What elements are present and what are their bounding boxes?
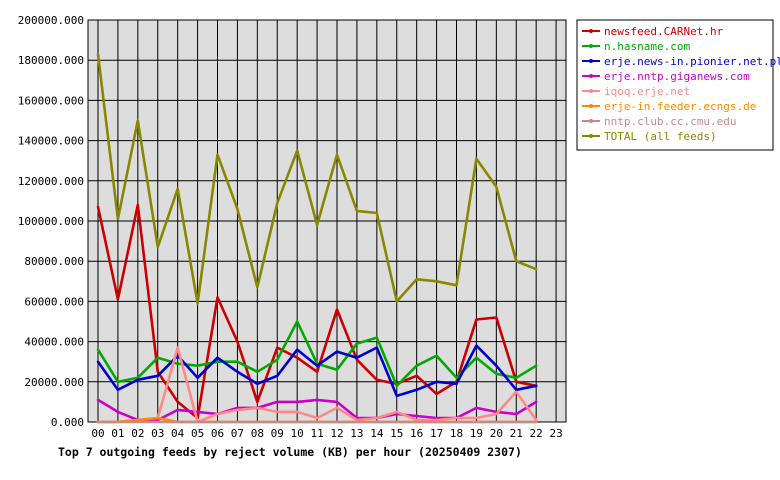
- legend-label-1: n.hasname.com: [604, 40, 690, 53]
- x-tick-label: 05: [191, 427, 204, 440]
- legend: newsfeed.CARNet.hr n.hasname.com erje.news…: [576, 19, 780, 151]
- series-line-2: [96, 344, 538, 398]
- legend-marker-4: [589, 89, 593, 93]
- x-tick-label: 03: [151, 427, 164, 440]
- x-tick-label: 21: [510, 427, 523, 440]
- x-tick-label: 17: [430, 427, 443, 440]
- x-tick-label: 18: [450, 427, 463, 440]
- series-line-3: [96, 398, 538, 422]
- x-tick-label: 04: [171, 427, 185, 440]
- legend-marker-1: [589, 44, 593, 48]
- x-tick-label: 16: [410, 427, 423, 440]
- legend-label-2: erje.news-in.pionier.net.pl: [604, 55, 780, 68]
- legend-label-5: erje-in.feeder.ecngs.de: [604, 100, 756, 113]
- x-tick-label: 13: [350, 427, 363, 440]
- x-tick-label: 08: [251, 427, 264, 440]
- legend-marker-2: [589, 59, 593, 63]
- y-tick-label: 140000.000: [18, 135, 84, 148]
- legend-marker-3: [589, 74, 593, 78]
- series-line-0: [96, 203, 538, 420]
- series-layer: [96, 52, 538, 424]
- grid-layer: [88, 20, 566, 422]
- x-tick-label: 00: [91, 427, 104, 440]
- legend-label-6: nntp.club.cc.cmu.edu: [604, 115, 736, 128]
- y-tick-label: 20000.000: [24, 376, 84, 389]
- x-tick-label: 14: [370, 427, 384, 440]
- x-axis-ticks: 00 01 02 03 04 05 06 07 08 09 10 11 12 13 14 15 16 17 18 19…: [91, 427, 562, 440]
- x-tick-label: 19: [470, 427, 483, 440]
- x-tick-label: 10: [291, 427, 304, 440]
- x-tick-label: 12: [330, 427, 343, 440]
- y-axis-ticks: 0.000 20000.000 40000.000 60000.000 80000.00…: [18, 14, 84, 429]
- x-tick-label: 20: [490, 427, 503, 440]
- x-tick-label: 02: [131, 427, 144, 440]
- x-tick-label: 22: [530, 427, 543, 440]
- y-tick-label: 40000.000: [24, 336, 84, 349]
- legend-label-0: newsfeed.CARNet.hr: [604, 25, 724, 38]
- x-tick-label: 07: [231, 427, 244, 440]
- y-tick-label: 160000.000: [18, 94, 84, 107]
- legend-label-7: TOTAL (all feeds): [604, 130, 717, 143]
- x-tick-label: 01: [111, 427, 124, 440]
- legend-box: [576, 19, 774, 151]
- series-line-4: [96, 346, 538, 424]
- chart-title: Top 7 outgoing feeds by reject volume (K…: [58, 445, 522, 459]
- legend-marker-5: [589, 104, 593, 108]
- y-tick-label: 0.000: [51, 416, 84, 429]
- legend-marker-6: [589, 119, 593, 123]
- y-tick-label: 80000.000: [24, 255, 84, 268]
- y-tick-label: 200000.000: [18, 14, 84, 27]
- legend-label-4: iqoq.erje.net: [604, 85, 690, 98]
- legend-entries: newsfeed.CARNet.hr n.hasname.com erje.news…: [582, 25, 780, 143]
- x-tick-label: 11: [310, 427, 323, 440]
- x-tick-label: 06: [211, 427, 224, 440]
- legend-marker-0: [589, 29, 593, 33]
- x-tick-label: 15: [390, 427, 403, 440]
- y-tick-label: 60000.000: [24, 295, 84, 308]
- x-tick-label: 23: [549, 427, 562, 440]
- series-line-7: [96, 52, 538, 305]
- legend-marker-7: [589, 134, 593, 138]
- x-tick-label: 09: [271, 427, 284, 440]
- y-tick-label: 120000.000: [18, 175, 84, 188]
- y-tick-label: 180000.000: [18, 54, 84, 67]
- y-tick-label: 100000.000: [18, 215, 84, 228]
- legend-label-3: erje.nntp.giganews.com: [604, 70, 750, 83]
